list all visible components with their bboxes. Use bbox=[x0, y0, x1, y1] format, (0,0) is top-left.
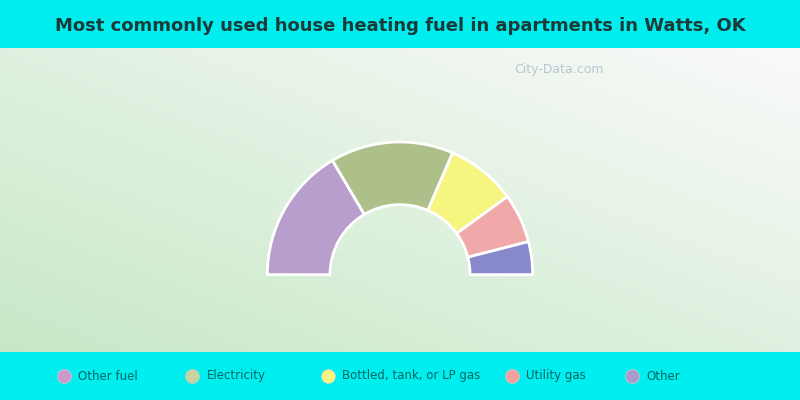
Text: Other fuel: Other fuel bbox=[78, 370, 138, 382]
Wedge shape bbox=[267, 160, 364, 275]
Wedge shape bbox=[333, 142, 453, 214]
Wedge shape bbox=[428, 153, 507, 234]
Text: Other: Other bbox=[646, 370, 680, 382]
Text: Most commonly used house heating fuel in apartments in Watts, OK: Most commonly used house heating fuel in… bbox=[54, 17, 746, 35]
Wedge shape bbox=[468, 242, 533, 275]
Text: Electricity: Electricity bbox=[206, 370, 266, 382]
Text: Utility gas: Utility gas bbox=[526, 370, 586, 382]
Text: Bottled, tank, or LP gas: Bottled, tank, or LP gas bbox=[342, 370, 481, 382]
Wedge shape bbox=[457, 197, 529, 257]
Text: City-Data.com: City-Data.com bbox=[514, 63, 603, 76]
